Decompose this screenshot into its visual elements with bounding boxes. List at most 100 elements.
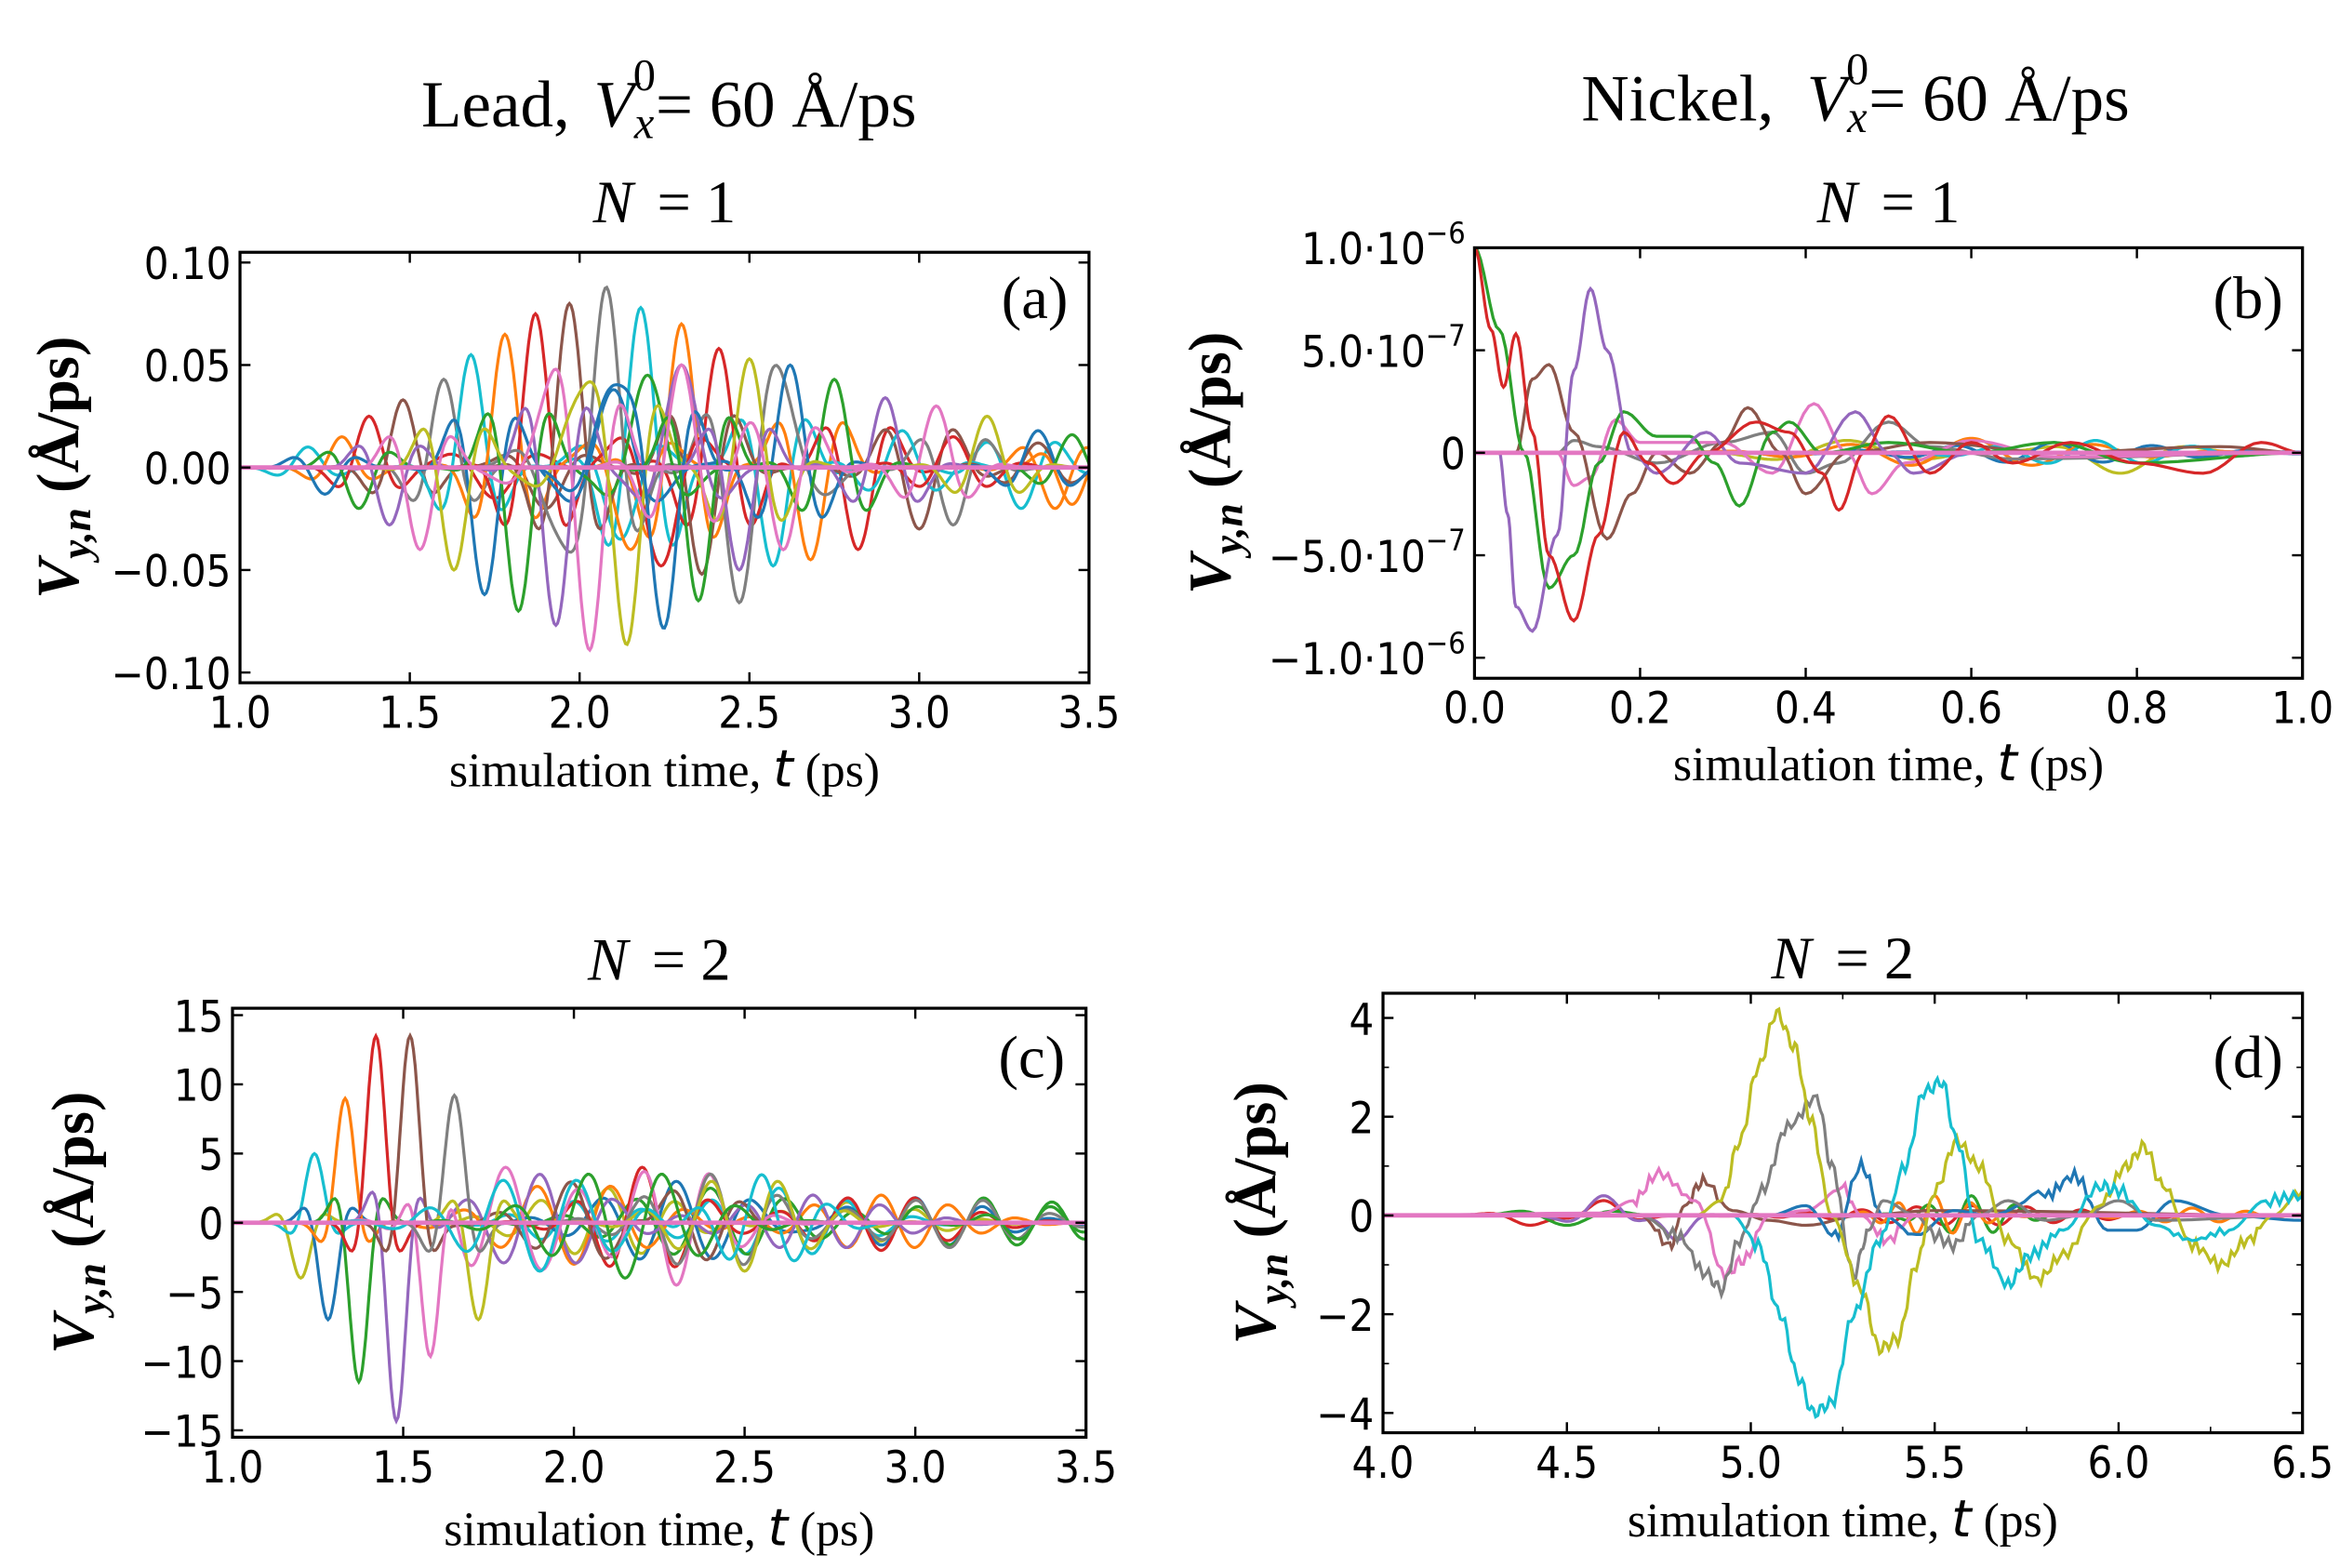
x-tick-label: 1.0 <box>209 689 272 739</box>
series-group <box>240 285 1089 653</box>
series-line <box>1474 247 2303 591</box>
panel-tag: (a) <box>1002 265 1069 331</box>
y-label-unit: (Å/ps) <box>40 1092 106 1264</box>
y-tick-label: 0 <box>1441 431 1466 481</box>
x-tick-label: 1.0 <box>2271 684 2333 735</box>
x-tick-label: 3.5 <box>1057 689 1120 739</box>
x-label-var: t <box>1951 1489 1974 1548</box>
title-rest: = 2 <box>637 926 731 992</box>
x-tick-label: 3.5 <box>1055 1443 1117 1494</box>
panel-title: N = 2 <box>1771 925 1915 991</box>
x-label-unit: (ps) <box>788 1504 874 1557</box>
column-title-nickel: Nickel, Vx0= 60 Å/ps <box>1581 46 2129 143</box>
x-label-text: simulation time, <box>449 744 773 797</box>
x-label-unit: (ps) <box>793 744 880 797</box>
title-rest: = 2 <box>1820 925 1914 991</box>
y-tick-base: 15 <box>174 992 224 1043</box>
x-label-var: t <box>773 738 795 798</box>
title-var: N <box>1771 925 1815 991</box>
panel-title: N = 1 <box>592 169 737 235</box>
y-tick-base: 2 <box>1349 1094 1375 1144</box>
x-tick-label: 3.0 <box>888 689 951 739</box>
panel-c: N = 2 1.0 1.5 2.0 2.5 3.0 3.5 15 10 5 0 −5 −10 −15 (c)… <box>40 926 1117 1557</box>
y-tick-label: −0.05 <box>111 548 231 598</box>
y-label-var: V <box>40 1309 106 1354</box>
y-tick-label: 0.05 <box>144 342 232 392</box>
y-tick-label: −15 <box>141 1408 224 1458</box>
x-axis-label: simulation time, t (ps) <box>1673 733 2104 792</box>
y-tick-base: 0.05 <box>144 342 232 392</box>
x-label-var: t <box>768 1498 791 1558</box>
x-tick-label: 0.6 <box>1940 684 2002 735</box>
y-label-sub: y,n <box>53 508 100 564</box>
y-tick-base: 0 <box>1441 431 1466 481</box>
series-line <box>232 1093 1086 1267</box>
y-tick-label: 15 <box>174 992 224 1043</box>
panel-title: N = 1 <box>1816 169 1961 235</box>
x-tick-label: 0.2 <box>1609 684 1671 735</box>
y-tick-base: 0 <box>1349 1193 1375 1243</box>
y-tick-label: −1.0·10−6 <box>1269 625 1466 685</box>
series-line <box>1383 1165 2303 1286</box>
panel-d: N = 2 4.0 4.5 5.0 5.5 6.0 6.5 4 2 0 −2 −4 (d) simulat… <box>1222 925 2333 1548</box>
x-tick-label: 1.5 <box>379 689 441 739</box>
column-title-lead: Lead, Vx0= 60 Å/ps <box>421 51 916 149</box>
x-tick-label: 5.5 <box>1904 1439 1966 1489</box>
y-tick-base: −2 <box>1316 1292 1374 1342</box>
panel-tag: (d) <box>2213 1024 2282 1090</box>
plot-frame <box>1381 991 2305 1435</box>
y-label-var: V <box>25 554 91 599</box>
panel-b: N = 10.0 0.2 0.4 0.6 0.8 1.01.0·10−65.0·10−70… <box>1177 169 2334 792</box>
y-axis-label: Vy,n (Å/ps) <box>1222 1082 1296 1344</box>
y-tick-label: −4 <box>1316 1390 1374 1441</box>
series-line <box>1383 1094 2303 1300</box>
y-label-sub: y,n <box>1250 1254 1296 1309</box>
y-tick-base: 5 <box>199 1131 224 1181</box>
x-tick-label: 6.5 <box>2271 1439 2333 1489</box>
y-tick-base: −4 <box>1316 1390 1374 1441</box>
x-tick-label: 4.5 <box>1536 1439 1598 1489</box>
x-axis-label: simulation time, t (ps) <box>449 738 880 798</box>
x-label-unit: (ps) <box>2017 738 2104 791</box>
y-tick-base: −1.0·10 <box>1269 635 1426 685</box>
y-tick-label: 4 <box>1349 995 1375 1045</box>
y-tick-exponent: −6 <box>1426 216 1466 251</box>
x-label-var: t <box>1997 733 2019 792</box>
panel-tag: (b) <box>2213 265 2282 331</box>
y-tick-base: −5 <box>166 1269 223 1320</box>
x-tick-label: 5.0 <box>1720 1439 1782 1489</box>
y-tick-label: 0 <box>1349 1193 1375 1243</box>
y-tick-label: 2 <box>1349 1094 1375 1144</box>
title-rest: = 1 <box>642 169 736 235</box>
panel-a: N = 1 1.0 1.5 2.0 2.5 3.0 3.5 0.10 0.05 0.00 −0.05… <box>25 169 1120 798</box>
y-label-unit: (Å/ps) <box>1222 1082 1288 1254</box>
x-axis-label: simulation time, t (ps) <box>444 1498 874 1558</box>
x-tick-label: 6.0 <box>2088 1439 2150 1489</box>
y-label-sub: y,n <box>68 1263 114 1319</box>
series-line <box>1474 402 2303 496</box>
x-tick-label: 2.0 <box>549 689 611 739</box>
x-tick-label: 3.0 <box>884 1443 947 1494</box>
y-tick-base: 5.0·10 <box>1301 327 1426 378</box>
x-tick-label: 1.5 <box>372 1443 434 1494</box>
series-group <box>1383 1006 2303 1419</box>
y-tick-label: 0.10 <box>144 240 232 290</box>
y-tick-label: 10 <box>174 1062 224 1112</box>
series-line <box>240 356 1089 646</box>
y-axis-label: Vy,n (Å/ps) <box>25 337 100 599</box>
series-line <box>1474 247 2303 623</box>
y-tick-base: 0.00 <box>144 445 232 495</box>
plot-frame <box>1472 246 2305 680</box>
y-label-sub: y,n <box>1204 503 1251 559</box>
title-var: N <box>587 926 632 992</box>
y-label-unit: (Å/ps) <box>25 337 91 509</box>
x-label-unit: (ps) <box>1972 1495 2058 1548</box>
y-label-var: V <box>1177 550 1243 594</box>
x-tick-label: 1.0 <box>202 1443 264 1494</box>
y-tick-base: 0 <box>199 1200 224 1250</box>
x-tick-label: 0.8 <box>2106 684 2168 735</box>
x-tick-label: 2.5 <box>713 1443 776 1494</box>
series-group <box>232 1031 1086 1425</box>
y-label-unit: (Å/ps) <box>1177 332 1243 504</box>
